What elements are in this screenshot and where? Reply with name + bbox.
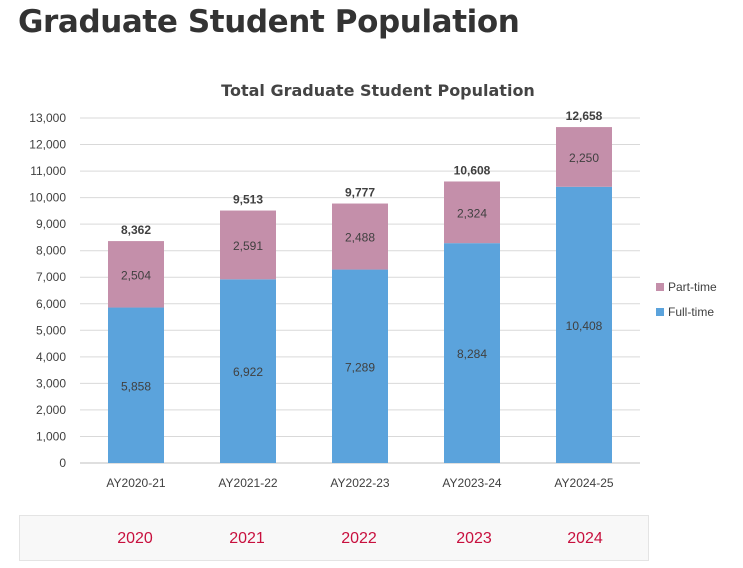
y-tick-label: 7,000 <box>36 270 66 284</box>
bar-full-time <box>332 269 388 463</box>
bar-part-time <box>220 210 276 280</box>
year-tab-2020[interactable]: 2020 <box>117 530 153 547</box>
y-tick-label: 1,000 <box>36 429 66 443</box>
stacked-bar-chart: Total Graduate Student Population 0 1,000… <box>29 81 717 490</box>
y-tick-label: 9,000 <box>36 217 66 231</box>
chart-title: Total Graduate Student Population <box>221 81 535 100</box>
total-label: 9,777 <box>345 186 375 200</box>
x-tick-label: AY2021-22 <box>218 476 277 490</box>
bar-full-time <box>108 307 164 463</box>
year-tab-bar: 2020 2021 2022 2023 2024 <box>19 515 649 561</box>
y-tick-label: 6,000 <box>36 297 66 311</box>
year-tab-2021[interactable]: 2021 <box>229 530 265 547</box>
data-label: 2,504 <box>121 268 151 282</box>
y-tick-label: 12,000 <box>29 138 66 152</box>
data-label: 7,289 <box>345 360 375 374</box>
year-tab-2024[interactable]: 2024 <box>567 530 603 547</box>
y-tick-label: 13,000 <box>29 111 66 125</box>
x-tick-label: AY2024-25 <box>554 476 613 490</box>
bar-part-time <box>444 181 500 244</box>
data-label: 2,250 <box>569 151 599 165</box>
data-label: 2,591 <box>233 239 263 253</box>
bar-part-time <box>556 127 612 187</box>
legend-swatch <box>656 283 664 291</box>
y-tick-label: 4,000 <box>36 350 66 364</box>
bar-full-time <box>556 186 612 463</box>
year-tab-2023[interactable]: 2023 <box>456 530 492 547</box>
bar-part-time <box>332 203 388 270</box>
y-tick-label: 0 <box>59 456 66 470</box>
total-label: 12,658 <box>566 109 603 123</box>
x-tick-label: AY2023-24 <box>442 476 501 490</box>
x-tick-label: AY2022-23 <box>330 476 389 490</box>
legend-label: Full-time <box>668 305 714 319</box>
y-tick-label: 2,000 <box>36 403 66 417</box>
year-tab-2022[interactable]: 2022 <box>341 530 377 547</box>
y-tick-label: 11,000 <box>30 164 66 178</box>
data-label: 10,408 <box>566 319 603 333</box>
bar-full-time <box>444 243 500 463</box>
data-label: 2,324 <box>457 206 487 220</box>
y-tick-label: 8,000 <box>36 244 66 258</box>
bar-part-time <box>108 241 164 308</box>
y-tick-label: 10,000 <box>29 191 66 205</box>
legend-label: Part-time <box>668 280 717 294</box>
legend-swatch <box>656 308 664 316</box>
y-tick-label: 5,000 <box>36 323 66 337</box>
total-label: 8,362 <box>121 223 151 237</box>
data-label: 5,858 <box>121 379 151 393</box>
data-label: 6,922 <box>233 365 263 379</box>
total-label: 10,608 <box>454 163 491 177</box>
data-label: 2,488 <box>345 231 375 245</box>
y-tick-label: 3,000 <box>36 376 66 390</box>
data-label: 8,284 <box>457 347 487 361</box>
bar-full-time <box>220 279 276 463</box>
total-label: 9,513 <box>233 193 263 207</box>
x-tick-label: AY2020-21 <box>106 476 165 490</box>
page-title: Graduate Student Population <box>18 4 520 40</box>
